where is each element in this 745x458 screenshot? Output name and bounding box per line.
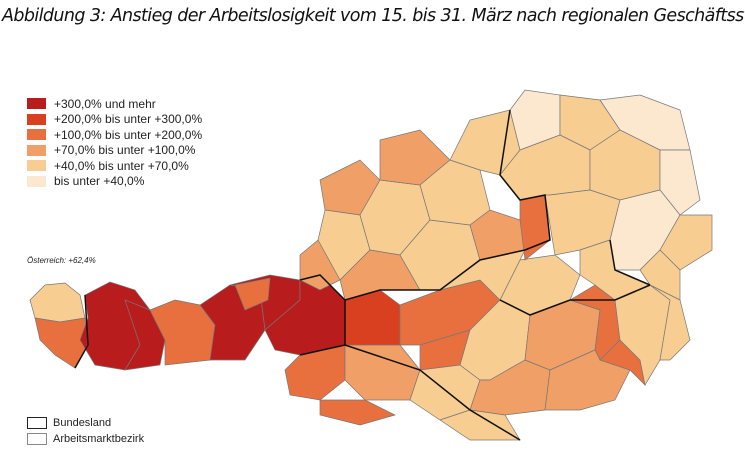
district-region xyxy=(659,149,701,216)
bundesland-border xyxy=(499,284,651,316)
legend-swatch xyxy=(27,175,46,187)
legend-label: +40,0% bis unter +70,0% xyxy=(54,158,189,173)
legend-item: +100,0% bis unter +200,0% xyxy=(27,127,202,143)
district-region xyxy=(29,282,86,323)
boundary-legend: Bundesland Arbeitsmarktbezirk xyxy=(27,415,144,447)
legend-label: +100,0% bis unter +200,0% xyxy=(54,127,203,142)
district-region xyxy=(344,344,421,401)
legend-swatch xyxy=(27,129,46,141)
legend-label: bis unter +40,0% xyxy=(54,174,145,189)
bundesland-swatch xyxy=(27,417,47,429)
district-region xyxy=(649,284,691,361)
district-region xyxy=(544,349,631,411)
district-region xyxy=(439,409,521,441)
district-region xyxy=(344,289,401,353)
legend-swatch xyxy=(27,160,46,172)
bundesland-label: Bundesland xyxy=(53,417,112,429)
austria-total-note: Österreich: +62,4% xyxy=(27,256,96,265)
legend-item: +40,0% bis unter +70,0% xyxy=(27,158,202,174)
legend-label: +70,0% bis unter +100,0% xyxy=(54,143,196,158)
legend-label: +200,0% bis unter +300,0% xyxy=(54,112,203,127)
legend-item: +200,0% bis unter +300,0% xyxy=(27,112,202,128)
bundesland-border xyxy=(344,344,521,441)
bezirk-label: Arbeitsmarktbezirk xyxy=(53,433,145,445)
legend-item: +300,0% und mehr xyxy=(27,96,202,112)
district-region xyxy=(639,249,681,301)
legend-swatch xyxy=(27,144,46,156)
legend-label: +300,0% und mehr xyxy=(54,96,156,111)
bundesland-border xyxy=(609,239,651,286)
figure-title: Abbildung 3: Anstieg der Arbeitslosigkei… xyxy=(2,6,745,26)
bundesland-border xyxy=(344,249,526,301)
legend-item: bis unter +40,0% xyxy=(27,174,202,190)
legend-swatch xyxy=(27,98,46,110)
legend-item: +70,0% bis unter +100,0% xyxy=(27,143,202,159)
bundesland-border xyxy=(499,109,551,251)
legend-swatch xyxy=(27,113,46,125)
bezirk-swatch xyxy=(27,433,47,445)
district-region xyxy=(319,399,396,426)
district-region xyxy=(234,277,271,311)
color-legend: +300,0% und mehr +200,0% bis unter +300,… xyxy=(27,96,202,189)
bundesland-border xyxy=(74,294,89,369)
